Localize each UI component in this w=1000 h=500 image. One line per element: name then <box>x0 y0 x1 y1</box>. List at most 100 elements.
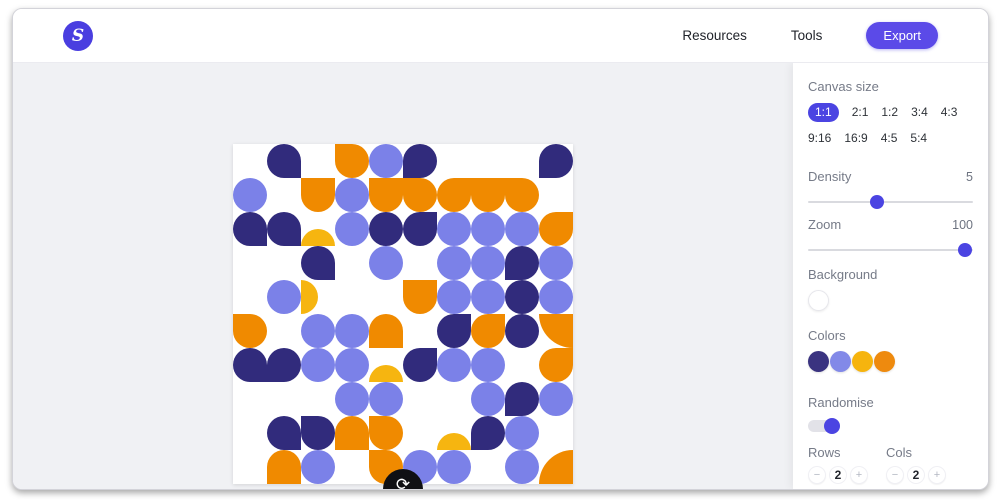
background-swatch[interactable] <box>808 290 829 311</box>
zoom-section: Zoom 100 <box>808 217 973 257</box>
pattern-cell <box>437 212 471 246</box>
pattern-cell <box>369 314 403 348</box>
pattern-cell <box>505 178 539 212</box>
pattern-cell <box>403 144 437 178</box>
ratio-chip-1-1[interactable]: 1:1 <box>808 103 839 122</box>
pattern-cell <box>301 416 335 450</box>
density-section: Density 5 <box>808 169 973 209</box>
pattern-cell <box>539 314 573 348</box>
pattern-cell <box>335 178 369 212</box>
pattern-cell <box>233 178 267 212</box>
pattern-cell <box>301 246 335 280</box>
zoom-slider[interactable] <box>808 243 973 257</box>
ratio-chip-4-5[interactable]: 4:5 <box>880 131 898 145</box>
pattern-cell <box>403 348 437 382</box>
pattern-cell <box>539 144 573 178</box>
pattern-cell <box>233 314 267 348</box>
pattern-cell <box>403 212 437 246</box>
cols-minus-button[interactable]: − <box>886 466 904 484</box>
ratio-chip-5-4[interactable]: 5:4 <box>910 131 928 145</box>
density-label: Density <box>808 169 852 184</box>
pattern-cell <box>471 178 505 212</box>
pattern-cell <box>335 144 369 178</box>
pattern-cell <box>437 314 471 348</box>
ratio-chip-16-9[interactable]: 16:9 <box>844 131 868 145</box>
pattern-cell <box>267 416 301 450</box>
randomise-label: Randomise <box>808 395 874 410</box>
color-swatch-0[interactable] <box>808 351 829 372</box>
rows-control: Rows − 2 + <box>808 445 868 484</box>
pattern-cell <box>267 450 301 484</box>
ratio-chip-2-1[interactable]: 2:1 <box>851 105 869 119</box>
cols-label: Cols <box>886 445 913 460</box>
pattern-cell <box>505 280 539 314</box>
ratio-chip-1-2[interactable]: 1:2 <box>881 105 899 119</box>
pattern-cell <box>437 246 471 280</box>
pattern-cell <box>369 382 403 416</box>
rows-cols-section: Rows − 2 + Cols − 2 + <box>808 445 973 484</box>
pattern-cell <box>267 144 301 178</box>
sidebar: Canvas size 1:1 2:1 1:2 3:4 4:3 9:16 16:9 4:5 5:… <box>793 63 988 489</box>
pattern-cell <box>471 382 505 416</box>
rows-plus-button[interactable]: + <box>850 466 868 484</box>
pattern-cell <box>267 280 301 314</box>
zoom-value: 100 <box>952 218 973 232</box>
pattern-cell <box>369 212 403 246</box>
zoom-slider-thumb[interactable] <box>957 243 972 257</box>
top-nav: Resources Tools Export <box>682 22 938 49</box>
background-section: Background <box>808 267 973 311</box>
pattern-cell <box>505 212 539 246</box>
pattern-cell <box>301 314 335 348</box>
pattern-cell <box>369 246 403 280</box>
randomise-toggle-knob[interactable] <box>824 418 840 434</box>
nav-resources[interactable]: Resources <box>682 28 747 43</box>
color-swatch-list <box>808 351 973 372</box>
refresh-button[interactable]: ⟳ <box>383 469 423 490</box>
color-swatch-3[interactable] <box>874 351 895 372</box>
density-value: 5 <box>966 170 973 184</box>
pattern-cell <box>505 416 539 450</box>
pattern-cell <box>335 416 369 450</box>
app-logo[interactable]: S <box>63 20 93 51</box>
rows-label: Rows <box>808 445 841 460</box>
density-slider-thumb[interactable] <box>870 195 885 209</box>
app-window: S Resources Tools Export ⟳ Canvas size 1… <box>12 8 989 490</box>
pattern-cell <box>437 450 471 484</box>
randomise-toggle[interactable] <box>808 418 840 434</box>
ratio-chip-9-16[interactable]: 9:16 <box>808 131 832 145</box>
refresh-icon: ⟳ <box>395 475 411 490</box>
pattern-cell <box>437 433 471 450</box>
cols-plus-button[interactable]: + <box>928 466 946 484</box>
cols-control: Cols − 2 + <box>886 445 946 484</box>
pattern-cell <box>437 280 471 314</box>
ratio-chip-3-4[interactable]: 3:4 <box>911 105 928 119</box>
pattern-cell <box>471 212 505 246</box>
randomise-section: Randomise <box>808 395 973 434</box>
pattern-cell <box>539 450 573 484</box>
pattern-cell <box>471 416 505 450</box>
export-button[interactable]: Export <box>866 22 938 49</box>
pattern-cell <box>539 280 573 314</box>
canvas-size-section: Canvas size 1:1 2:1 1:2 3:4 4:3 9:16 16:9 4:5 5:… <box>808 79 973 148</box>
pattern-cell <box>301 280 318 314</box>
color-swatch-2[interactable] <box>852 351 873 372</box>
density-slider[interactable] <box>808 195 973 209</box>
pattern-cell <box>539 212 573 246</box>
pattern-cell <box>335 382 369 416</box>
canvas-stage: ⟳ <box>13 63 793 489</box>
nav-tools[interactable]: Tools <box>790 28 823 43</box>
pattern-cell <box>369 178 403 212</box>
rows-minus-button[interactable]: − <box>808 466 826 484</box>
pattern-cell <box>301 229 335 246</box>
pattern-cell <box>539 382 573 416</box>
pattern-cell <box>369 144 403 178</box>
pattern-cell <box>369 416 403 450</box>
cols-value: 2 <box>907 466 925 484</box>
color-swatch-1[interactable] <box>830 351 851 372</box>
logo-letter: S <box>71 25 85 46</box>
ratio-chip-list: 1:1 2:1 1:2 3:4 4:3 9:16 16:9 4:5 5:4 <box>808 103 973 148</box>
pattern-cell <box>335 212 369 246</box>
pattern-cell <box>335 314 369 348</box>
ratio-chip-4-3[interactable]: 4:3 <box>940 105 958 119</box>
pattern-canvas <box>233 144 573 484</box>
